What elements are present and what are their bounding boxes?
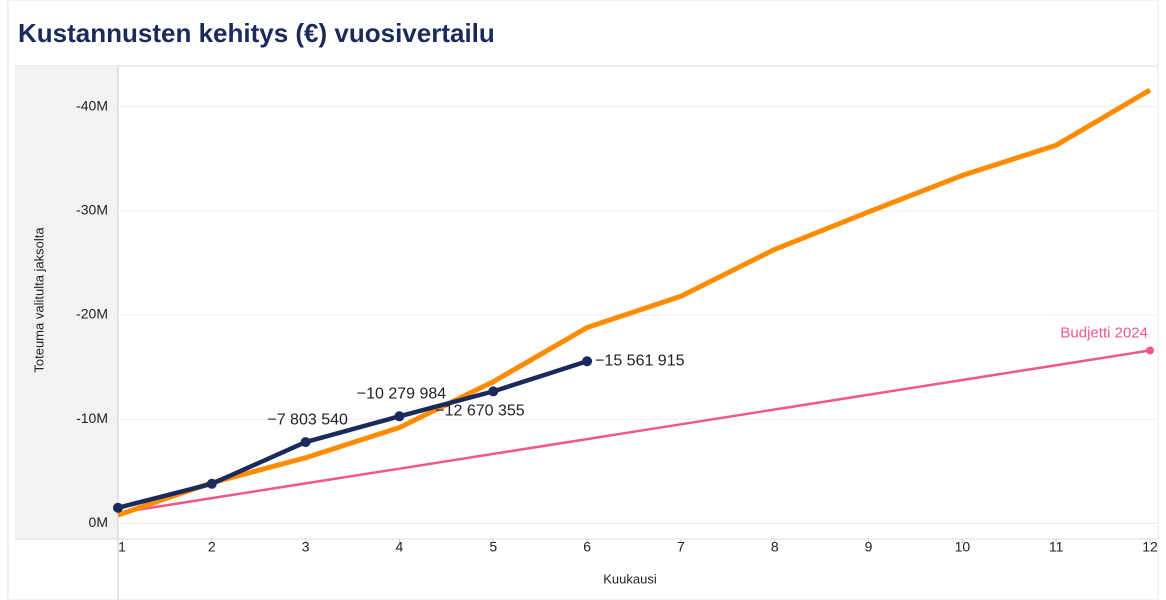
- data-label: −15 561 915: [595, 352, 685, 369]
- x-tick-label: 10: [955, 539, 971, 555]
- y-axis-title: Toteuma valitulta jaksolta: [31, 227, 46, 373]
- x-tick-label: 2: [208, 539, 216, 555]
- chart-title: Kustannusten kehitys (€) vuosivertailu: [18, 18, 495, 48]
- series-line: [117, 87, 1152, 518]
- x-tick-label: 9: [865, 539, 873, 555]
- x-tick-label: 7: [677, 539, 685, 555]
- data-point: [582, 356, 593, 367]
- x-tick-label: 12: [1142, 539, 1158, 555]
- y-tick-label: -10M: [76, 410, 108, 426]
- data-point: [206, 478, 217, 489]
- data-label: −12 670 355: [435, 403, 525, 420]
- y-tick-label: -40M: [76, 97, 108, 113]
- data-label: −7 803 540: [267, 411, 348, 428]
- x-tick-label: 11: [1049, 539, 1064, 555]
- x-tick-label: 6: [583, 539, 591, 555]
- series-line: [117, 349, 1151, 515]
- x-tick-label: 8: [771, 539, 779, 555]
- y-tick-label: 0M: [89, 514, 108, 530]
- x-tick-label: 5: [489, 539, 497, 555]
- y-tick-label: -20M: [76, 306, 108, 322]
- x-tick-label: 1: [118, 539, 126, 555]
- series-line: [117, 359, 588, 510]
- x-tick-label: 4: [396, 539, 404, 555]
- data-point: [488, 386, 499, 397]
- series-end-marker: [1146, 346, 1154, 355]
- x-tick-label: 3: [302, 539, 310, 555]
- data-point: [300, 437, 311, 448]
- series-name-label: Budjetti 2024: [1060, 324, 1148, 341]
- data-point: [113, 502, 123, 513]
- x-axis-title: Kuukausi: [603, 571, 657, 586]
- data-point: [394, 411, 405, 422]
- y-tick-label: -30M: [76, 202, 108, 218]
- data-label: −10 279 984: [357, 385, 447, 402]
- y-axis-band: [15, 67, 118, 539]
- panel: [7, 0, 1159, 600]
